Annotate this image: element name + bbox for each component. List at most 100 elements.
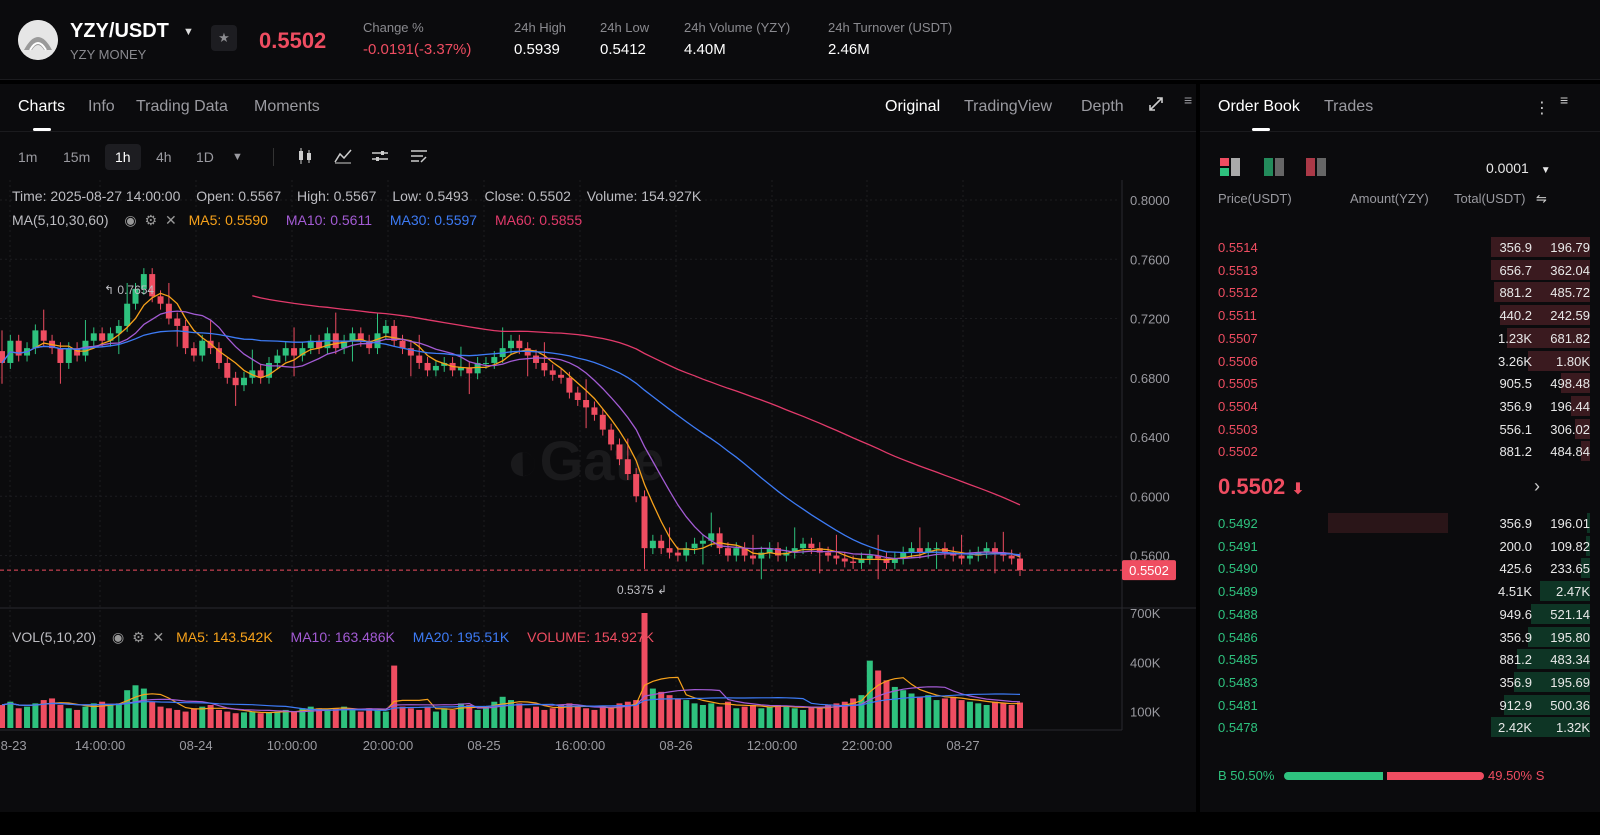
timeframe-dropdown-icon[interactable]: ▼ <box>232 151 243 163</box>
settings-icon[interactable]: ⚙ <box>132 629 145 645</box>
volume-bar <box>683 700 690 728</box>
volume-bar <box>457 703 464 728</box>
close-icon[interactable]: ✕ <box>152 629 165 645</box>
bid-row[interactable]: 0.5488 949.6 521.14 <box>1200 603 1590 625</box>
ticker-header: YZY/USDT ▼ YZY MONEY ★ 0.5502 Change % -… <box>0 0 1600 80</box>
volume-value: VOLUME: 154.927K <box>527 629 654 645</box>
timeframe-4h[interactable]: 4h <box>156 149 172 165</box>
row-price: 0.5481 <box>1218 697 1258 713</box>
bid-row[interactable]: 0.5481 912.9 500.36 <box>1200 694 1590 716</box>
ask-row[interactable]: 0.5504 356.9 196.44 <box>1200 395 1590 417</box>
ask-row[interactable]: 0.5513 656.7 362.04 <box>1200 259 1590 281</box>
volume-bar <box>257 713 264 728</box>
timeframe-15m[interactable]: 15m <box>63 149 91 165</box>
menu-icon[interactable]: ≡ <box>1184 92 1193 108</box>
candle-body <box>249 370 256 378</box>
candle-body <box>683 548 690 556</box>
compare-icon[interactable] <box>371 148 389 164</box>
mid-price[interactable]: 0.5502 ⬇ <box>1218 474 1305 500</box>
bid-row[interactable]: 0.5490 425.6 233.65 <box>1200 557 1590 579</box>
depth-bar <box>1506 327 1590 348</box>
tab-trades[interactable]: Trades <box>1324 98 1374 115</box>
tab-trading-data[interactable]: Trading Data <box>136 98 228 115</box>
candle-body <box>833 555 840 559</box>
close-icon[interactable]: ✕ <box>164 212 177 228</box>
candle-body <box>858 558 865 563</box>
tab-depth[interactable]: Depth <box>1081 98 1124 115</box>
precision-select[interactable]: 0.0001 ▼ <box>1486 160 1551 176</box>
ask-row[interactable]: 0.5512 881.2 485.72 <box>1200 281 1590 303</box>
drawing-tools-icon[interactable] <box>410 148 428 164</box>
view-both-icon[interactable] <box>1220 158 1242 176</box>
chevron-right-icon[interactable]: › <box>1534 476 1540 496</box>
volume-bar <box>983 705 990 728</box>
chevron-down-icon[interactable]: ▼ <box>183 26 194 38</box>
candle-type-icon[interactable] <box>296 148 314 164</box>
view-asks-icon[interactable] <box>1306 158 1328 176</box>
more-icon[interactable]: ⋮ <box>1534 100 1550 117</box>
row-price: 0.5503 <box>1218 421 1258 437</box>
settings-icon[interactable]: ⚙ <box>144 212 158 228</box>
volume-bar <box>524 708 531 728</box>
row-price: 0.5506 <box>1218 353 1258 369</box>
row-total: 2.47K <box>1556 584 1590 600</box>
pair-name[interactable]: YZY/USDT <box>70 20 169 42</box>
bid-row[interactable]: 0.5492 356.9 196.01 <box>1200 512 1590 534</box>
candlestick-chart[interactable]: ◐Gate 0.8000 0.7600 0.7200 0.6800 0.6400 0.60… <box>0 180 1196 830</box>
eye-icon[interactable]: ◉ <box>124 212 137 228</box>
bid-row[interactable]: 0.5483 356.9 195.69 <box>1200 671 1590 693</box>
timeframe-1h[interactable]: 1h <box>105 144 141 170</box>
bid-row[interactable]: 0.5485 881.2 483.34 <box>1200 648 1590 670</box>
ask-row[interactable]: 0.5507 1.23K 681.82 <box>1200 327 1590 349</box>
expand-icon[interactable] <box>1148 96 1164 117</box>
chart-canvas[interactable]: ◐Gate 0.80000.76000.72000.68000.64000.60… <box>0 180 1196 830</box>
volume-bar <box>99 701 106 728</box>
volume-bar <box>190 708 197 728</box>
tab-info[interactable]: Info <box>88 98 115 115</box>
candle-body <box>232 377 239 386</box>
volume-bar <box>382 711 389 728</box>
tab-charts[interactable]: Charts <box>18 98 66 115</box>
bid-row[interactable]: 0.5478 2.42K 1.32K <box>1200 716 1590 738</box>
row-price: 0.5490 <box>1218 561 1258 577</box>
eye-icon[interactable]: ◉ <box>111 629 125 645</box>
menu-icon[interactable]: ≡ <box>1560 92 1569 108</box>
bid-row[interactable]: 0.5486 356.9 195.80 <box>1200 626 1590 648</box>
timeframe-1d[interactable]: 1D <box>196 149 214 165</box>
indicator-icon[interactable] <box>334 148 352 164</box>
ask-row[interactable]: 0.5511 440.2 242.59 <box>1200 304 1590 326</box>
ask-row[interactable]: 0.5502 881.2 484.84 <box>1200 440 1590 462</box>
row-amount: 949.6 <box>1499 606 1532 622</box>
volume-bar <box>307 706 314 728</box>
candle-body <box>816 548 823 553</box>
ask-row[interactable]: 0.5503 556.1 306.02 <box>1200 418 1590 440</box>
ask-row[interactable]: 0.5514 356.9 196.79 <box>1200 236 1590 258</box>
volume-bar <box>24 706 31 728</box>
row-amount: 440.2 <box>1499 308 1532 324</box>
bid-row[interactable]: 0.5489 4.51K 2.47K <box>1200 580 1590 602</box>
candle-body <box>457 367 464 371</box>
candle-body <box>291 348 298 356</box>
tab-tradingview[interactable]: TradingView <box>964 98 1053 115</box>
timeframe-1m[interactable]: 1m <box>18 149 38 165</box>
tab-original[interactable]: Original <box>885 98 941 115</box>
swap-icon[interactable]: ⇋ <box>1536 191 1547 206</box>
volume-ma20-line <box>1 693 1021 711</box>
volume-bar <box>616 703 623 728</box>
candle-body <box>399 340 406 349</box>
view-bids-icon[interactable] <box>1264 158 1286 176</box>
ask-row[interactable]: 0.5505 905.5 498.48 <box>1200 372 1590 394</box>
tab-order-book[interactable]: Order Book <box>1218 98 1300 115</box>
volume-bar <box>341 706 348 728</box>
volume-bar <box>591 709 598 728</box>
vol-ma5-value: MA5: 143.542K <box>176 629 273 645</box>
tab-moments[interactable]: Moments <box>254 98 320 115</box>
volume-bar <box>841 701 848 728</box>
favorite-star-icon[interactable]: ★ <box>211 25 237 51</box>
depth-bar <box>1571 395 1590 416</box>
ask-row[interactable]: 0.5506 3.26K 1.80K <box>1200 350 1590 372</box>
volume-bar <box>699 705 706 728</box>
volume-bar <box>215 709 222 728</box>
bid-row[interactable]: 0.5491 200.0 109.82 <box>1200 535 1590 557</box>
volume-bar <box>733 708 740 728</box>
